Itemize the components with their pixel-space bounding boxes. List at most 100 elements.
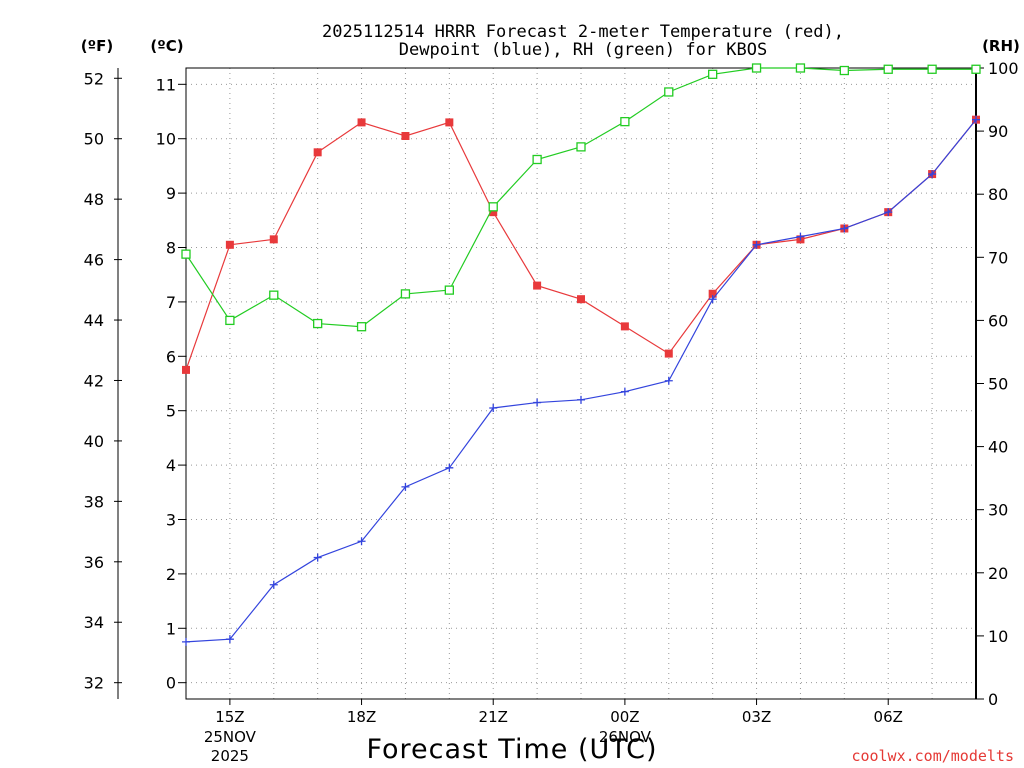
x-tick-date: 26NOV — [599, 728, 652, 746]
data-point — [577, 295, 585, 304]
data-point — [356, 322, 367, 332]
data-point — [664, 376, 673, 385]
celsius-tick-label: 10 — [156, 130, 176, 149]
celsius-tick-label: 3 — [166, 510, 176, 529]
data-point — [883, 64, 893, 74]
data-point — [357, 537, 366, 546]
data-point — [752, 240, 761, 249]
data-point — [182, 637, 190, 646]
x-axis-label: Forecast Time (UTC) — [366, 734, 657, 765]
rh-tick-label: 0 — [988, 690, 998, 709]
data-point — [401, 482, 410, 491]
data-point — [840, 224, 849, 233]
celsius-tick-label: 7 — [166, 293, 176, 312]
fahrenheit-tick-label: 32 — [84, 674, 104, 693]
celsius-tick-label: 1 — [166, 619, 176, 638]
series-dewpoint — [182, 115, 980, 646]
data-point — [620, 322, 629, 331]
data-point — [445, 463, 454, 472]
data-point — [620, 387, 629, 396]
rh-tick-label: 60 — [988, 311, 1008, 330]
data-point — [708, 289, 717, 298]
rh-tick-label: 80 — [988, 185, 1008, 204]
chart-subtitle: Dewpoint (blue), RH (green) for KBOS — [399, 40, 767, 60]
series-line — [185, 119, 977, 371]
x-tick-year: 2025 — [211, 747, 249, 765]
fahrenheit-tick-label: 52 — [84, 69, 104, 88]
x-tick-label: 15Z — [215, 708, 244, 726]
data-point — [444, 285, 454, 295]
data-point — [795, 63, 806, 73]
fahrenheit-tick-label: 40 — [84, 432, 104, 451]
data-point — [225, 635, 234, 644]
axes — [114, 67, 984, 705]
x-tick-label: 00Z — [610, 708, 639, 726]
data-point — [313, 553, 322, 562]
data-point — [225, 315, 235, 326]
credit-link[interactable]: coolwx.com/modelts — [851, 747, 1014, 765]
data-point — [313, 318, 323, 329]
data-point — [269, 290, 279, 300]
data-point — [225, 240, 234, 249]
data-point — [576, 142, 586, 152]
data-point — [182, 365, 190, 374]
data-point — [181, 249, 191, 259]
data-point — [927, 64, 937, 74]
chart-title: 2025112514 HRRR Forecast 2-meter Tempera… — [322, 22, 844, 42]
celsius-tick-label: 9 — [166, 184, 176, 203]
data-point — [489, 208, 498, 217]
data-point — [972, 115, 980, 124]
data-point — [708, 69, 718, 79]
fahrenheit-tick-label: 50 — [84, 130, 104, 149]
data-point — [664, 87, 674, 97]
data-point — [839, 65, 849, 76]
data-point — [751, 63, 762, 73]
data-point — [708, 295, 717, 304]
data-point — [620, 116, 630, 127]
data-point — [577, 395, 585, 404]
rh-tick-label: 90 — [988, 122, 1008, 141]
fahrenheit-tick-label: 36 — [84, 553, 104, 572]
rh-tick-label: 100 — [988, 59, 1019, 78]
series-temperature — [182, 115, 980, 374]
rh-axis-unit: (RH) — [982, 37, 1020, 55]
fahrenheit-tick-label: 46 — [84, 251, 104, 270]
data-point — [928, 170, 937, 179]
data-point — [533, 398, 542, 407]
series-line — [185, 67, 976, 328]
celsius-tick-label: 4 — [166, 456, 176, 475]
celsius-tick-label: 0 — [166, 674, 176, 693]
data-point — [796, 232, 805, 241]
rh-tick-label: 20 — [988, 564, 1008, 583]
celsius-tick-label: 2 — [166, 565, 176, 584]
rh-tick-label: 30 — [988, 501, 1008, 520]
data-point — [533, 281, 542, 290]
data-point — [664, 349, 673, 358]
data-point — [400, 289, 411, 299]
series-layer — [181, 63, 981, 646]
data-point — [971, 64, 981, 74]
celsius-axis-unit: (ºC) — [150, 37, 183, 55]
x-tick-label: 21Z — [479, 708, 508, 726]
celsius-tick-label: 8 — [166, 239, 176, 258]
data-point — [269, 580, 278, 589]
data-point — [489, 403, 498, 412]
x-tick-label: 18Z — [347, 708, 376, 726]
data-point — [313, 148, 322, 157]
tick-labels: 0123456789101132343638404244464850520102… — [84, 59, 1019, 765]
rh-tick-label: 50 — [988, 375, 1008, 394]
fahrenheit-axis-unit: (ºF) — [81, 37, 113, 55]
rh-tick-label: 10 — [988, 627, 1008, 646]
data-point — [269, 235, 278, 244]
fahrenheit-tick-label: 34 — [84, 613, 104, 632]
fahrenheit-tick-label: 38 — [84, 492, 104, 511]
fahrenheit-tick-label: 44 — [84, 311, 104, 330]
data-point — [445, 118, 454, 127]
celsius-tick-label: 11 — [156, 75, 176, 94]
x-tick-date: 25NOV — [204, 728, 257, 746]
series-rh — [181, 63, 981, 332]
fahrenheit-tick-label: 42 — [84, 371, 104, 390]
data-point — [357, 118, 366, 127]
data-point — [532, 154, 542, 165]
